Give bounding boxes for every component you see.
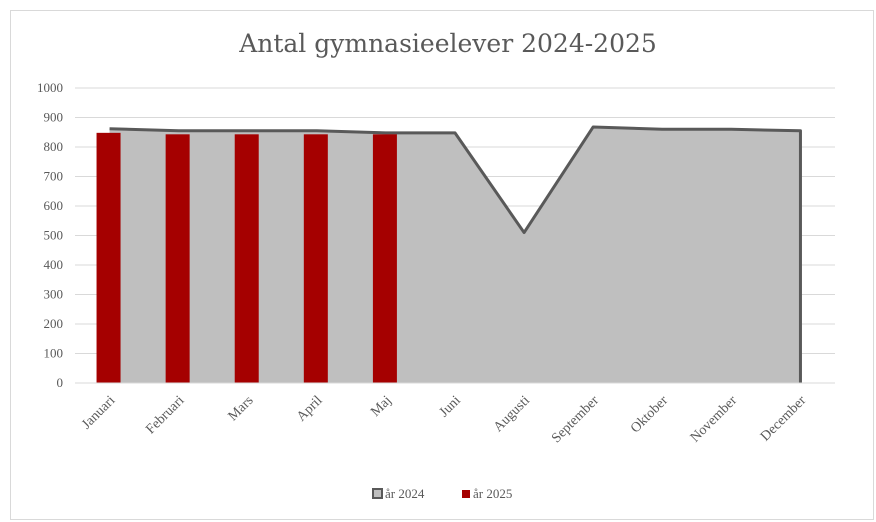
x-tick-label: September [549, 393, 602, 446]
legend-swatch-ar-2025 [462, 490, 470, 498]
bar-series [96, 132, 397, 383]
area-series [109, 125, 802, 383]
legend-label-ar-2024: år 2024 [385, 486, 425, 501]
x-tick-label: Januari [79, 393, 118, 432]
legend: år 2024 år 2025 [372, 486, 512, 501]
area-fill-ar-2024 [109, 126, 801, 383]
x-tick-label: November [688, 393, 741, 446]
y-tick-label: 700 [44, 169, 64, 184]
x-tick-label: December [758, 393, 810, 445]
y-tick-label: 500 [44, 228, 64, 243]
x-tick-label: April [294, 393, 326, 425]
x-tick-label: Oktober [628, 393, 671, 436]
bar-april [303, 134, 328, 383]
x-tick-label: Februari [143, 393, 187, 437]
bar-januari [96, 132, 121, 383]
y-tick-label: 800 [44, 139, 64, 154]
x-tick-label: Maj [368, 393, 395, 420]
chart-title: Antal gymnasieelever 2024-2025 [238, 29, 657, 58]
bar-maj [372, 134, 397, 383]
legend-label-ar-2025: år 2025 [473, 486, 512, 501]
x-tick-label: Augusti [491, 393, 533, 435]
y-tick-label: 400 [44, 257, 64, 272]
legend-swatch-ar-2024 [372, 488, 383, 499]
y-tick-label: 100 [44, 346, 64, 361]
y-tick-label: 200 [44, 316, 64, 331]
y-tick-label: 900 [44, 110, 64, 125]
y-tick-label: 0 [57, 375, 64, 390]
y-tick-label: 600 [44, 198, 64, 213]
bar-mars [234, 134, 259, 383]
y-tick-label: 300 [44, 287, 64, 302]
x-tick-label: Mars [226, 393, 257, 424]
bar-februari [165, 134, 190, 383]
area-line-ar-2024 [109, 125, 802, 383]
x-tick-label: Juni [437, 393, 464, 420]
y-tick-label: 1000 [37, 80, 63, 95]
